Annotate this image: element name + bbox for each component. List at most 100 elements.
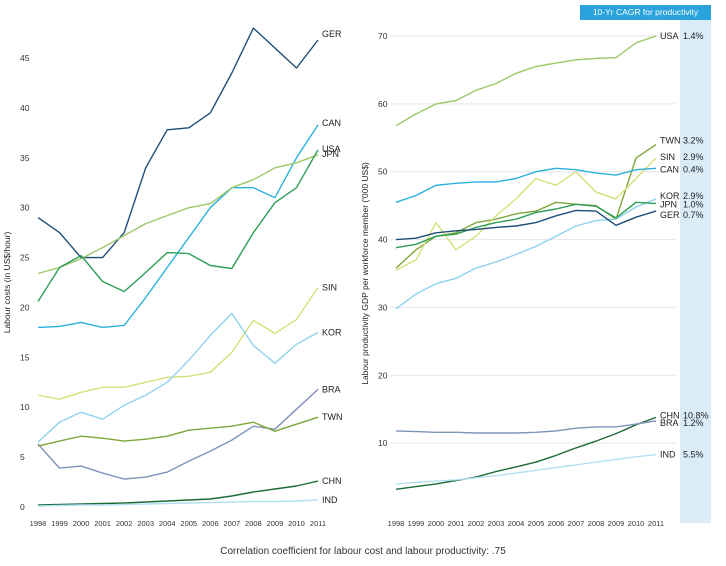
series-label-jpn: JPN xyxy=(322,149,339,159)
x-tick-label: 2000 xyxy=(428,519,445,528)
series-label-twn: TWN xyxy=(660,136,681,146)
y-tick-label: 60 xyxy=(378,99,388,109)
x-tick-label: 1999 xyxy=(408,519,425,528)
series-line-jpn xyxy=(395,201,657,249)
y-tick-label: 5 xyxy=(20,452,25,462)
x-tick-label: 1999 xyxy=(51,519,68,528)
x-tick-label: 2005 xyxy=(528,519,545,528)
cagr-value-twn: 3.2% xyxy=(683,136,704,146)
x-tick-label: 2010 xyxy=(288,519,305,528)
x-tick-label: 2008 xyxy=(588,519,605,528)
series-line-bra xyxy=(395,420,657,434)
cagr-value-ind: 5.5% xyxy=(683,450,704,460)
x-tick-label: 2007 xyxy=(568,519,585,528)
cagr-value-jpn: 1.0% xyxy=(683,200,704,210)
y-tick-label: 30 xyxy=(20,203,30,213)
x-tick-label: 2002 xyxy=(468,519,485,528)
series-label-sin: SIN xyxy=(322,282,337,292)
series-line-can xyxy=(37,124,319,329)
cagr-value-usa: 1.4% xyxy=(683,31,704,41)
y-tick-label: 45 xyxy=(20,53,30,63)
series-label-chn: CHN xyxy=(322,476,342,486)
series-line-kor xyxy=(37,312,319,443)
series-line-usa xyxy=(37,154,319,275)
series-label-can: CAN xyxy=(660,164,679,174)
series-label-ind: IND xyxy=(322,495,338,505)
series-label-bra: BRA xyxy=(322,384,341,394)
y-tick-label: 40 xyxy=(378,235,388,245)
x-tick-label: 2009 xyxy=(608,519,625,528)
x-tick-label: 2011 xyxy=(310,519,326,528)
series-line-jpn xyxy=(37,149,319,302)
y-axis-label: Labour costs (in US$/hour) xyxy=(2,232,12,334)
cagr-value-chn: 10.8% xyxy=(683,410,709,420)
series-label-ger: GER xyxy=(322,29,342,39)
series-line-twn xyxy=(37,416,319,447)
cagr-band xyxy=(680,20,711,523)
series-line-ind xyxy=(395,454,657,485)
cagr-value-bra: 1.2% xyxy=(683,418,704,428)
y-tick-label: 50 xyxy=(378,167,388,177)
series-label-bra: BRA xyxy=(660,418,679,428)
y-tick-label: 25 xyxy=(20,253,30,263)
series-label-can: CAN xyxy=(322,118,341,128)
x-tick-label: 2008 xyxy=(245,519,262,528)
y-tick-label: 30 xyxy=(378,302,388,312)
y-tick-label: 35 xyxy=(20,153,30,163)
y-tick-label: 0 xyxy=(20,502,25,512)
y-axis-label: Labour productivity GDP per workforce me… xyxy=(360,162,370,385)
series-label-jpn: JPN xyxy=(660,200,677,210)
series-line-ger xyxy=(395,209,657,241)
x-tick-label: 2005 xyxy=(180,519,197,528)
cagr-value-ger: 0.7% xyxy=(683,210,704,220)
y-tick-label: 70 xyxy=(378,31,388,41)
series-label-sin: SIN xyxy=(660,152,675,162)
series-label-twn: TWN xyxy=(322,412,343,422)
series-line-can xyxy=(395,167,657,203)
cagr-header: 10-Yr CAGR for productivity xyxy=(580,5,711,20)
series-label-usa: USA xyxy=(322,144,341,154)
series-line-sin xyxy=(37,287,319,400)
x-tick-label: 1998 xyxy=(30,519,47,528)
cagr-value-kor: 2.9% xyxy=(683,191,704,201)
y-tick-label: 15 xyxy=(20,352,30,362)
cagr-value-sin: 2.9% xyxy=(683,152,704,162)
series-label-ind: IND xyxy=(660,450,676,460)
x-tick-label: 2002 xyxy=(116,519,133,528)
labour-cost-chart: 0 5 10 15 20 25 30 35 40 45 1998 1999 2000 2001 2002 20… xyxy=(2,27,343,528)
x-tick-label: 2001 xyxy=(94,519,111,528)
y-tick-label: 10 xyxy=(378,438,388,448)
series-line-ger xyxy=(37,27,319,259)
series-line-chn xyxy=(395,416,657,490)
x-tick-label: 2009 xyxy=(267,519,284,528)
series-label-usa: USA xyxy=(660,31,679,41)
series-line-usa xyxy=(395,35,657,127)
x-tick-label: 2007 xyxy=(224,519,241,528)
series-line-kor xyxy=(395,198,657,310)
correlation-caption: Correlation coefficient for labour cost … xyxy=(220,546,506,557)
series-label-kor: KOR xyxy=(660,191,680,201)
x-tick-label: 2004 xyxy=(159,519,176,528)
cagr-value-can: 0.4% xyxy=(683,164,704,174)
series-line-bra xyxy=(37,388,319,480)
x-tick-label: 2006 xyxy=(202,519,219,528)
y-tick-label: 40 xyxy=(20,103,30,113)
y-tick-label: 10 xyxy=(20,402,30,412)
x-tick-label: 2004 xyxy=(508,519,525,528)
series-label-ger: GER xyxy=(660,210,680,220)
x-tick-label: 2003 xyxy=(488,519,505,528)
series-line-ind xyxy=(37,499,319,507)
y-tick-label: 20 xyxy=(20,302,30,312)
series-label-chn: CHN xyxy=(660,410,680,420)
series-line-twn xyxy=(395,144,657,269)
x-tick-label: 2010 xyxy=(628,519,645,528)
series-label-kor: KOR xyxy=(322,327,342,337)
x-tick-label: 2000 xyxy=(73,519,90,528)
x-tick-label: 2006 xyxy=(548,519,565,528)
x-tick-label: 2003 xyxy=(137,519,154,528)
x-tick-label: 2011 xyxy=(648,519,664,528)
series-line-sin xyxy=(395,157,657,271)
x-tick-label: 2001 xyxy=(448,519,465,528)
y-tick-label: 20 xyxy=(378,370,388,380)
